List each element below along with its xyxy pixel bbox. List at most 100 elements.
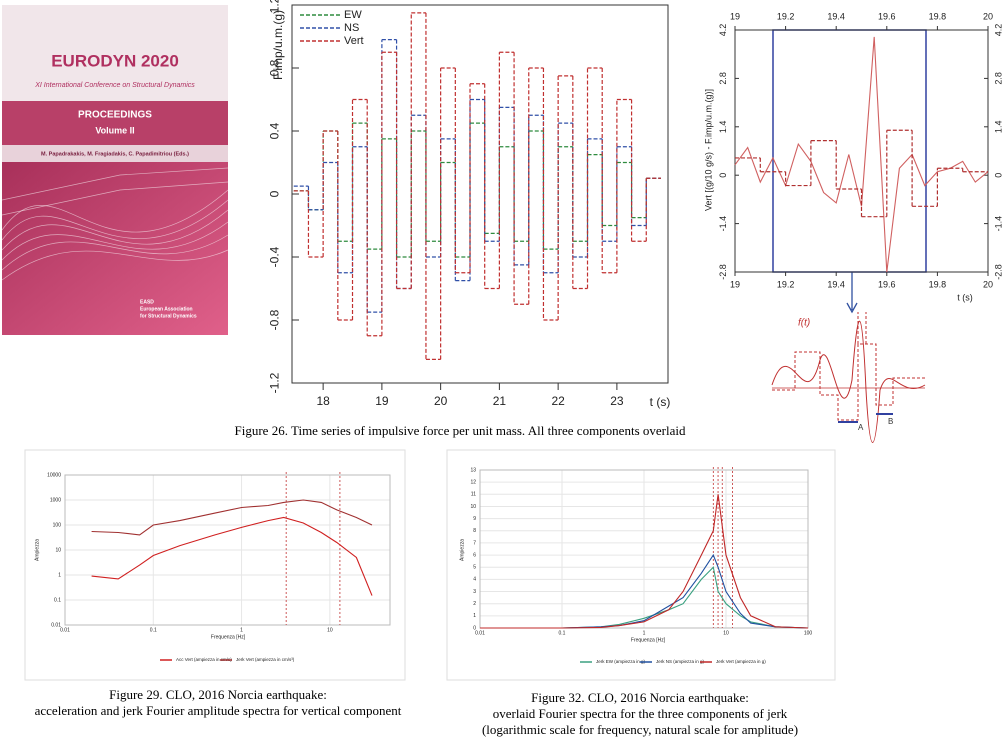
chart-frame [446,449,836,681]
caption: Figure 29. CLO, 2016 Norcia earthquake: [109,687,327,702]
y-tick-label: 0 [994,173,1004,178]
x-tick-label: 1 [240,627,243,633]
x-tick-label: 19.4 [827,279,845,289]
y-axis-label: F.imp/u.m.(g) [271,10,285,80]
plot-frame [291,4,669,384]
x-axis-label: t (s) [957,292,973,302]
x-tick-label: 19.6 [878,279,896,289]
legend-label: Jerk Vert (ampiezza in g) [716,659,766,664]
series-line [91,516,373,596]
y-tick-label: 5 [473,565,476,571]
cover-title: EURODYN 2020 [51,51,179,70]
series-line [91,499,373,536]
y-tick-label: 1 [473,613,476,619]
y-tick-label: -0.8 [268,309,282,330]
y-tick-label: 13 [470,467,476,473]
y-tick-label: -1.2 [268,372,282,393]
y-tick-label: 10000 [47,472,61,478]
y-tick-label: 1 [58,572,61,578]
book-cover: EURODYN 2020 XI International Conference… [1,5,229,335]
y-tick-label: -2.8 [718,264,728,280]
cover-strip [2,145,228,162]
y-tick-label: 11 [471,492,476,498]
x-tick-label: 23 [610,394,624,408]
y-tick-label: 7 [473,540,476,546]
y-tick-label: 10 [470,504,476,510]
legend-label: NS [344,22,359,34]
x-tick-label: 0.01 [475,630,485,636]
cover-volume: Volume II [95,125,134,135]
x-axis-label: Frequenza [Hz] [211,634,246,640]
x-tick-label: 19.8 [929,279,947,289]
cover-publisher: EASD [140,299,154,305]
x-tick-label: 18 [316,394,330,408]
caption: (logarithmic scale for frequency, natura… [482,722,798,737]
y-tick-label: 2.8 [718,72,728,85]
caption: Figure 26. Time series of impulsive forc… [235,423,686,438]
y-tick-label: 0.01 [51,622,61,628]
cover-publisher: for Structural Dynamics [140,313,197,319]
y-tick-label: 3 [473,589,476,595]
y-tick-label: 0 [718,173,728,178]
legend-label: Vert [344,35,364,47]
cover-top [2,5,228,101]
y-tick-label: 9 [473,516,476,522]
x-tick-label: 21 [493,394,507,408]
x-tick-label: 1 [643,630,646,636]
y-tick-label: 6 [473,552,476,558]
y-tick-label: 1.2 [268,0,282,13]
y-axis-label: Vert [(g/10 g/s) - F.imp/u.m.(g)] [703,89,713,211]
cover-publisher: European Association [140,306,193,312]
plot-frame [64,474,391,626]
x-tick-label: 20 [983,11,993,21]
y-tick-label: 100 [53,522,62,528]
x-tick-label: 19 [730,279,740,289]
y-tick-label: 2 [473,601,476,607]
y-tick-label: 0.1 [54,597,61,603]
inset-diagram [771,312,926,443]
legend-label: Jerk NS (ampiezza in g) [656,659,705,664]
y-tick-label: 1.4 [718,121,728,134]
x-tick-label: 19.8 [929,11,947,21]
y-tick-label: 0.4 [268,122,282,139]
y-tick-label: 10 [55,547,61,553]
y-tick-label: -1.4 [994,216,1004,232]
y-tick-label: 1000 [50,497,61,503]
y-tick-label: -0.4 [268,246,282,267]
legend-label: Acc Vert (ampiezza in cm/s) [176,657,232,662]
x-axis-label: t (s) [650,395,671,409]
plot-frame [479,469,809,629]
x-tick-label: 0.1 [150,627,157,633]
inset-label: A [858,423,864,432]
chart-frame [24,449,406,681]
y-tick-label: 12 [470,479,476,485]
y-tick-label: 0 [268,190,282,197]
inset-label: f(t) [798,318,810,329]
x-tick-label: 10 [327,627,333,633]
x-tick-label: 19.4 [827,11,845,21]
caption: acceleration and jerk Fourier amplitude … [35,703,402,718]
x-tick-label: 19 [375,394,389,408]
series-line [734,36,989,273]
y-tick-label: 1.4 [994,121,1004,134]
x-tick-label: 0.1 [559,630,566,636]
cover-editors: M. Papadrakakis, M. Fragiadakis, C. Papa… [41,151,189,157]
y-tick-label: 2.8 [994,72,1004,85]
x-tick-label: 0.01 [60,627,70,633]
x-tick-label: 20 [983,279,993,289]
legend-label: Jerk Vert (ampiezza in cm/s³) [236,657,295,662]
cover-subtitle: XI International Conference on Structura… [34,82,195,89]
y-tick-label: 0 [473,625,476,631]
y-tick-label: 8 [473,528,476,534]
caption: overlaid Fourier spectra for the three c… [493,706,788,721]
series-line [480,494,809,629]
y-axis-label: Ampiezza [34,539,40,561]
x-tick-label: 19.2 [777,279,795,289]
x-tick-label: 19.6 [878,11,896,21]
plot-frame [734,29,989,273]
cover-waves [1,167,229,281]
y-tick-label: 4.2 [994,24,1004,37]
caption: Figure 32. CLO, 2016 Norcia earthquake: [531,690,749,705]
zoom-arrow [846,272,858,314]
